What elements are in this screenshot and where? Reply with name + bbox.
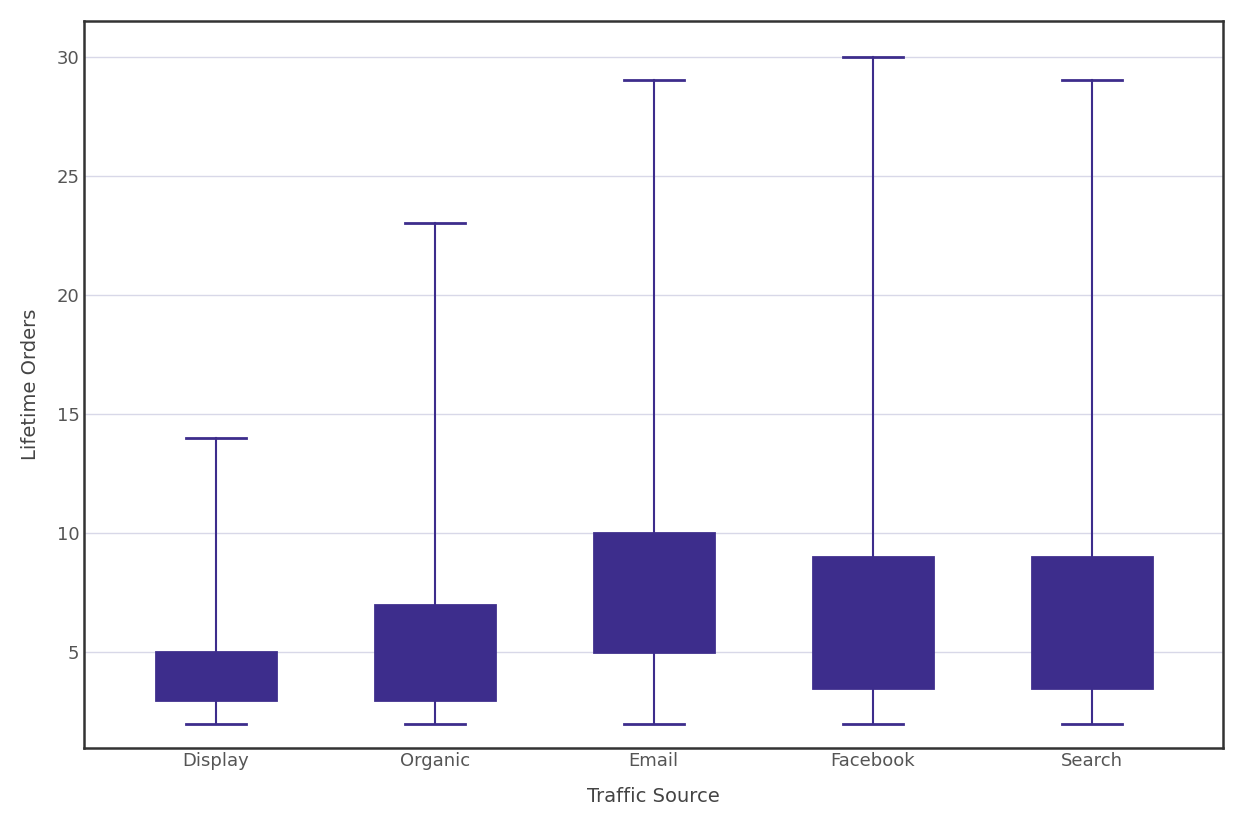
- PathPatch shape: [593, 533, 714, 653]
- Y-axis label: Lifetime Orders: Lifetime Orders: [21, 308, 40, 460]
- PathPatch shape: [812, 557, 933, 688]
- PathPatch shape: [156, 653, 276, 700]
- X-axis label: Traffic Source: Traffic Source: [587, 787, 720, 806]
- PathPatch shape: [1031, 557, 1152, 688]
- PathPatch shape: [374, 605, 495, 700]
